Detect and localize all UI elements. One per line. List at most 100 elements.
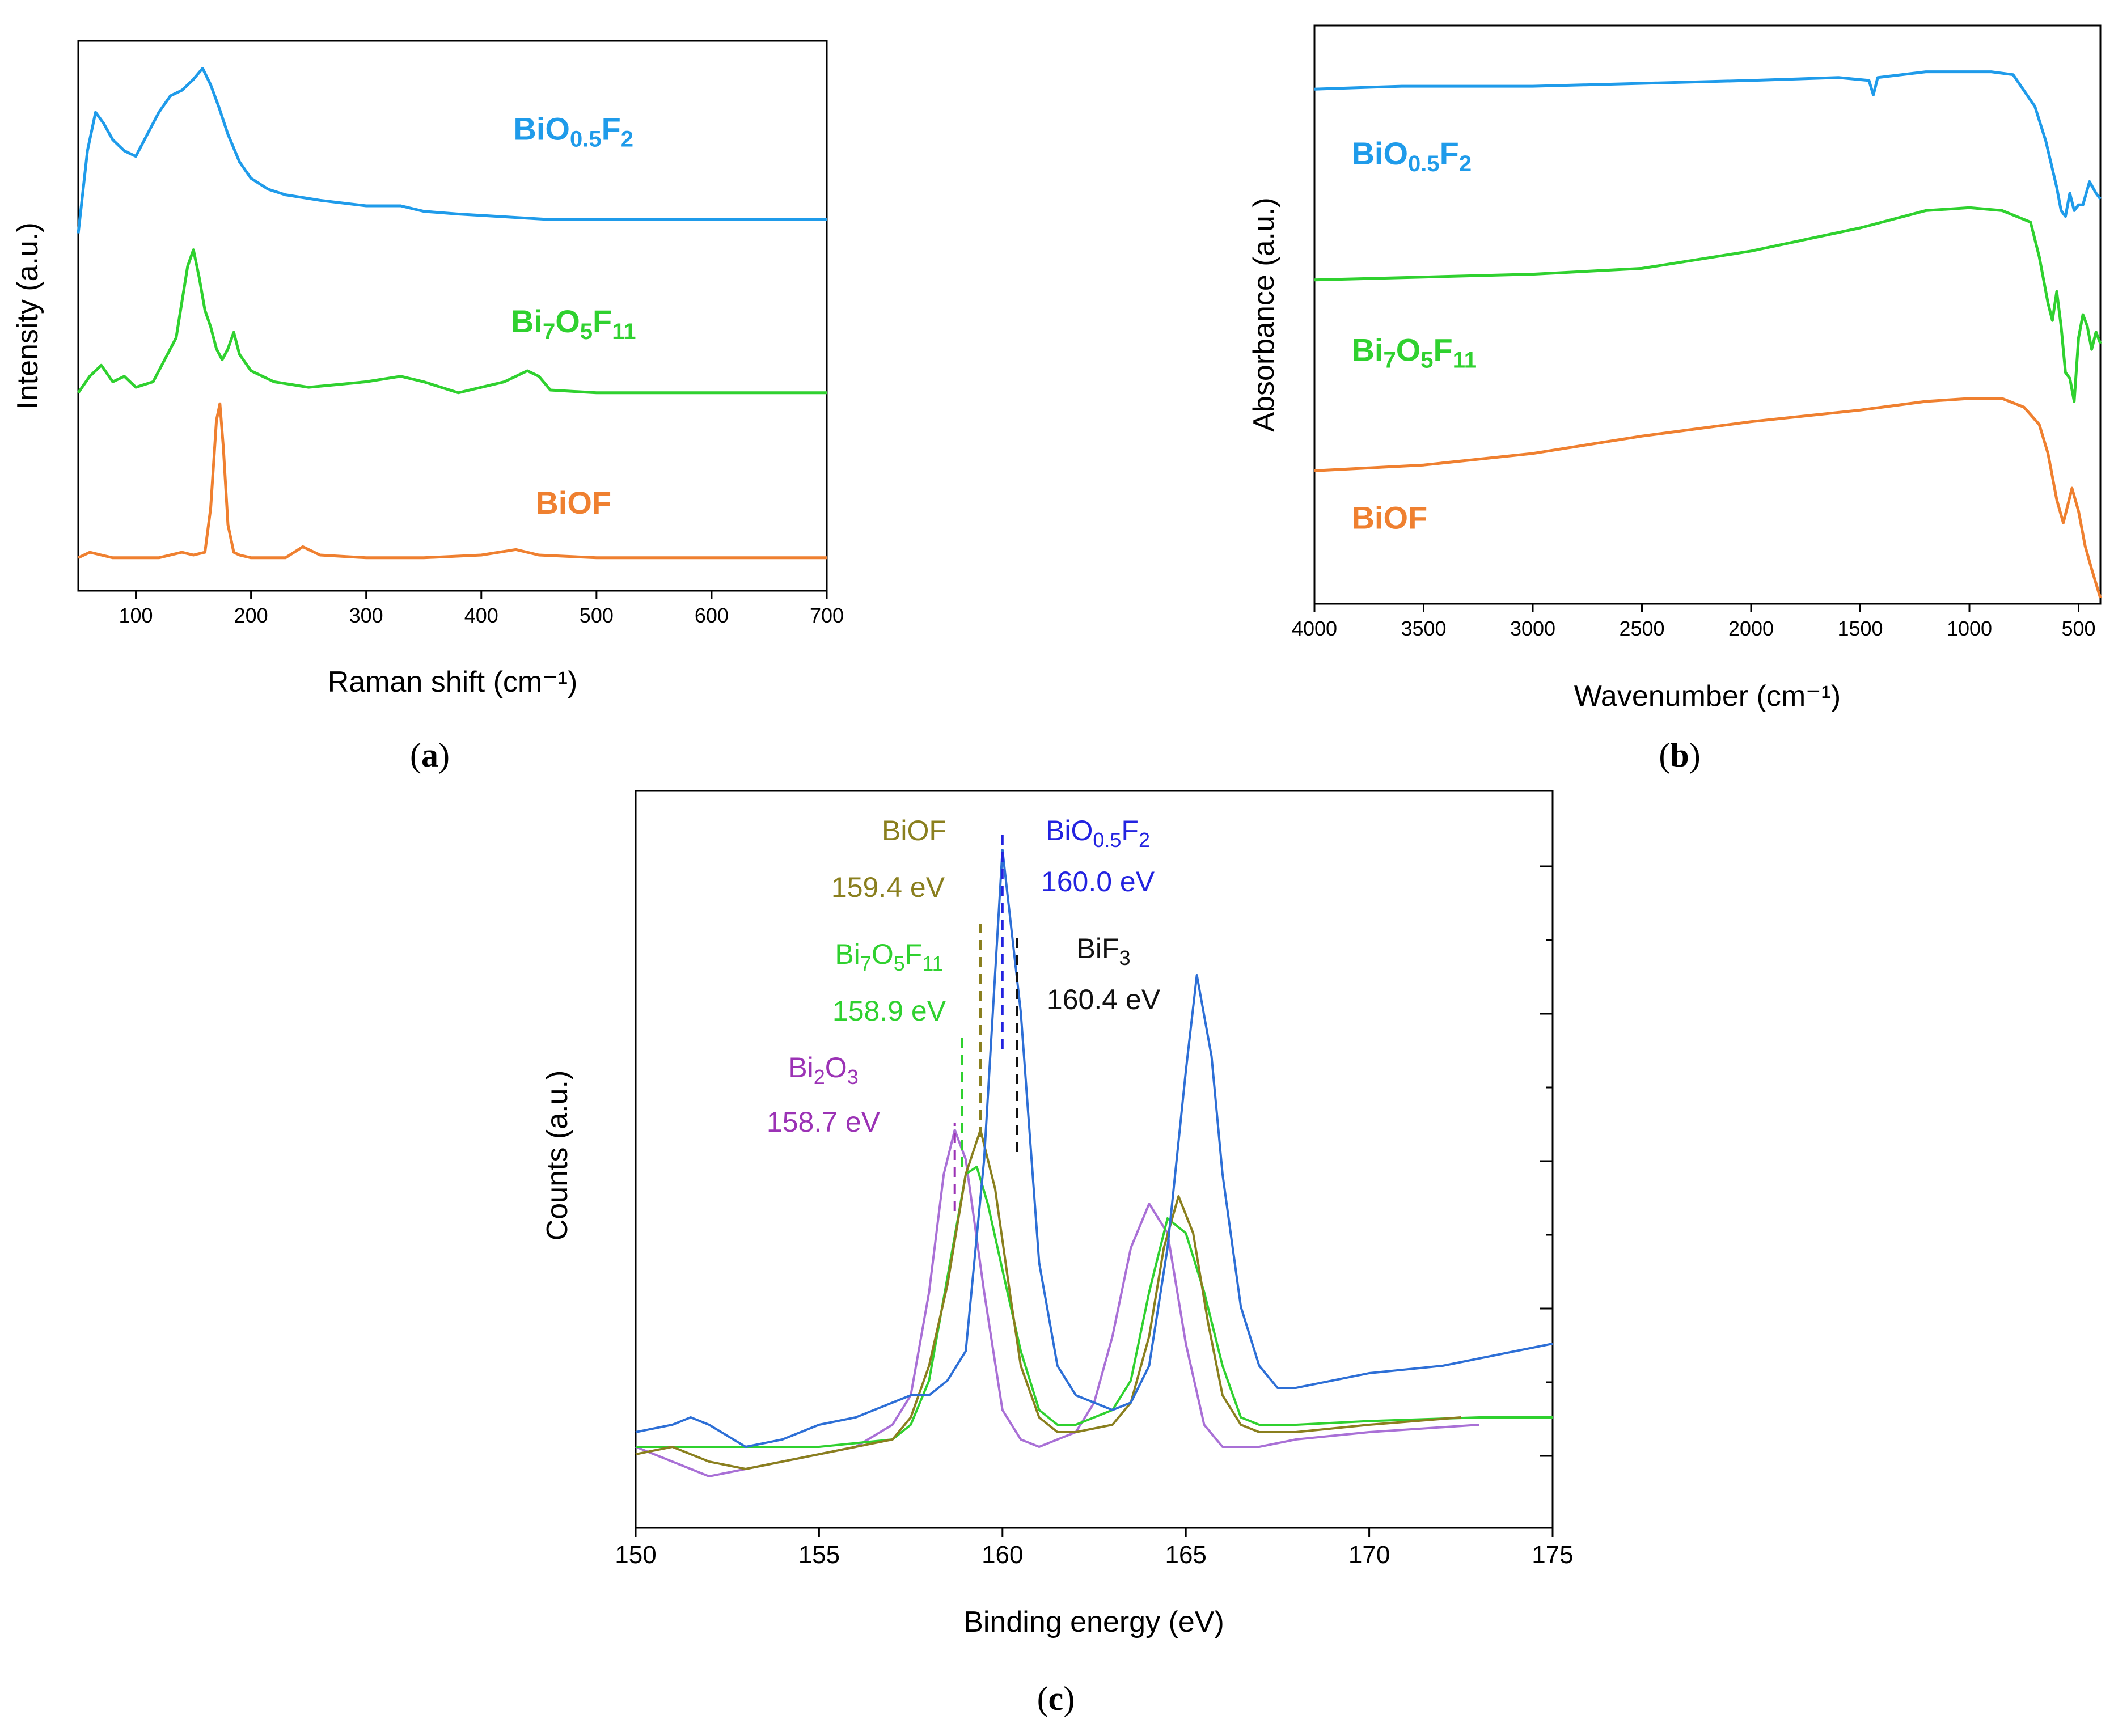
panel-b-x-axis-label: Wavenumber (cm⁻¹) xyxy=(1574,680,1841,713)
panel-c-y-ticks xyxy=(1540,865,1553,1457)
annotation-bio05f2: BiO0.5F2 160.0 eV xyxy=(1041,815,1155,897)
series-line-b-biof xyxy=(1314,397,2102,599)
panel-b-x-ticks: 4000 3500 3000 2500 2000 1500 1000 500 xyxy=(1292,604,2096,640)
series-label-b-bio05f2: BiO0.5F2 xyxy=(1351,136,1472,176)
label-part: Bi xyxy=(788,1052,813,1083)
panel-c-caption-letter: c xyxy=(1048,1680,1064,1717)
label-part: F xyxy=(602,111,621,147)
annotation-bif3-label: BiF3 xyxy=(1076,933,1130,969)
series-label-a-biof: BiOF xyxy=(535,485,611,520)
label-part: BiO xyxy=(513,111,570,147)
x-tick-label-a-300: 300 xyxy=(349,604,383,627)
x-tick-label-c-165: 165 xyxy=(1165,1541,1206,1569)
panel-a-plot-frame xyxy=(77,40,828,592)
panel-b-series xyxy=(1314,70,2102,599)
annotation-bi2o3-value: 158.7 eV xyxy=(767,1106,881,1138)
panel-a-y-axis-label: Intensity (a.u.) xyxy=(11,222,44,409)
series-line-c-bio05f2 xyxy=(635,849,1553,1448)
label-part: 11 xyxy=(1453,348,1477,373)
series-label-b-bi7o5f11: Bi7O5F11 xyxy=(1351,332,1477,373)
x-tick-label-c-160: 160 xyxy=(982,1541,1023,1569)
label-part: 0.5 xyxy=(1093,828,1121,852)
annotation-biof-value: 159.4 eV xyxy=(831,871,945,903)
series-line-a-biof xyxy=(77,402,827,560)
series-label-a-bi7o5f11: Bi7O5F11 xyxy=(511,303,636,344)
panel-c-peak-markers xyxy=(953,835,1018,1211)
x-tick-label-c-170: 170 xyxy=(1348,1541,1390,1569)
annotation-bi7o5f11-label: Bi7O5F11 xyxy=(835,938,943,975)
series-line-a-bi7o5f11 xyxy=(77,248,827,395)
label-part: F xyxy=(905,938,923,970)
label-part: F xyxy=(593,303,612,339)
x-tick-label-a-200: 200 xyxy=(234,604,268,627)
x-tick-label-c-150: 150 xyxy=(615,1541,656,1569)
label-part: 0.5 xyxy=(570,127,602,152)
panel-a-x-axis-label: Raman shift (cm⁻¹) xyxy=(328,666,578,698)
label-part: O xyxy=(1396,332,1421,368)
x-tick-label-b-3000: 3000 xyxy=(1510,617,1555,640)
panel-b-caption-letter: b xyxy=(1670,736,1689,774)
label-part: 2 xyxy=(1139,828,1150,852)
label-part: 11 xyxy=(922,952,943,975)
label-part: Bi xyxy=(511,303,543,339)
panel-c-x-ticks: 150 155 160 165 170 175 xyxy=(615,1528,1574,1569)
panel-c: 150 155 160 165 170 175 BiOF 159.4 eV BiO0.5F… xyxy=(541,790,1574,1717)
label-part: 3 xyxy=(847,1065,859,1089)
label-part: F xyxy=(1434,332,1453,368)
x-tick-label-b-500: 500 xyxy=(2061,617,2095,640)
panel-b: 4000 3500 3000 2500 2000 1500 1000 500 BiO0.5F2… xyxy=(1248,24,2102,774)
annotation-bif3: BiF3 160.4 eV xyxy=(1047,933,1161,1015)
label-part: F xyxy=(1121,815,1139,846)
series-line-b-bi7o5f11 xyxy=(1314,206,2102,403)
annotation-bi7o5f11: Bi7O5F11 158.9 eV xyxy=(832,938,946,1027)
label-part: 2 xyxy=(814,1065,825,1089)
panel-a: 100 200 300 400 500 600 700 BiO0.5F2Bi7O5F11Bi… xyxy=(11,40,844,774)
label-part: O xyxy=(825,1052,847,1083)
series-line-c-biof xyxy=(635,1129,1461,1470)
panel-c-caption: (c) xyxy=(1037,1680,1075,1717)
panel-b-y-axis-label: Absorbance (a.u.) xyxy=(1248,197,1280,431)
annotation-biof-label: BiOF xyxy=(882,815,946,846)
series-line-c-bi7o5f11 xyxy=(636,1166,1553,1448)
annotation-bio05f2-label: BiO0.5F2 xyxy=(1046,815,1150,852)
panel-b-caption: (b) xyxy=(1659,736,1700,774)
series-label-b-biof: BiOF xyxy=(1351,499,1427,535)
panel-b-plot-frame xyxy=(1313,24,2102,605)
series-line-a-bio05f2 xyxy=(77,67,827,234)
x-tick-label-b-4000: 4000 xyxy=(1292,617,1337,640)
x-tick-label-a-400: 400 xyxy=(464,604,498,627)
x-tick-label-a-600: 600 xyxy=(695,604,729,627)
x-tick-label-a-100: 100 xyxy=(119,604,153,627)
panel-a-caption: (a) xyxy=(410,736,450,774)
x-tick-label-c-155: 155 xyxy=(798,1541,840,1569)
annotation-bif3-value: 160.4 eV xyxy=(1047,984,1161,1015)
x-tick-label-b-2500: 2500 xyxy=(1619,617,1664,640)
panel-a-series xyxy=(77,67,827,560)
label-part: O xyxy=(872,938,894,970)
panel-c-y-axis-label: Counts (a.u.) xyxy=(541,1070,574,1241)
label-part: Bi xyxy=(835,938,860,970)
label-part: 5 xyxy=(894,952,905,975)
label-part: 0.5 xyxy=(1408,151,1440,176)
panel-c-series xyxy=(635,849,1553,1477)
label-part: 7 xyxy=(1383,348,1396,373)
panel-c-plot-frame xyxy=(635,790,1554,1529)
annotation-bi7o5f11-value: 158.9 eV xyxy=(832,995,946,1027)
label-part: 2 xyxy=(621,127,633,152)
series-line-b-bio05f2 xyxy=(1314,70,2102,218)
series-label-a-bio05f2: BiO0.5F2 xyxy=(513,111,633,152)
panel-a-x-ticks: 100 200 300 400 500 600 700 xyxy=(119,591,844,627)
x-tick-label-c-175: 175 xyxy=(1532,1541,1573,1569)
label-part: 5 xyxy=(580,319,593,344)
label-part: 3 xyxy=(1119,946,1130,969)
label-part: 7 xyxy=(543,319,555,344)
x-tick-label-a-500: 500 xyxy=(580,604,614,627)
label-part: BiOF xyxy=(1351,499,1427,535)
label-part: BiO xyxy=(1351,136,1408,171)
label-part: 11 xyxy=(612,319,636,344)
panel-c-x-axis-label: Binding energy (eV) xyxy=(963,1606,1224,1638)
annotation-bi2o3-label: Bi2O3 xyxy=(788,1052,858,1089)
